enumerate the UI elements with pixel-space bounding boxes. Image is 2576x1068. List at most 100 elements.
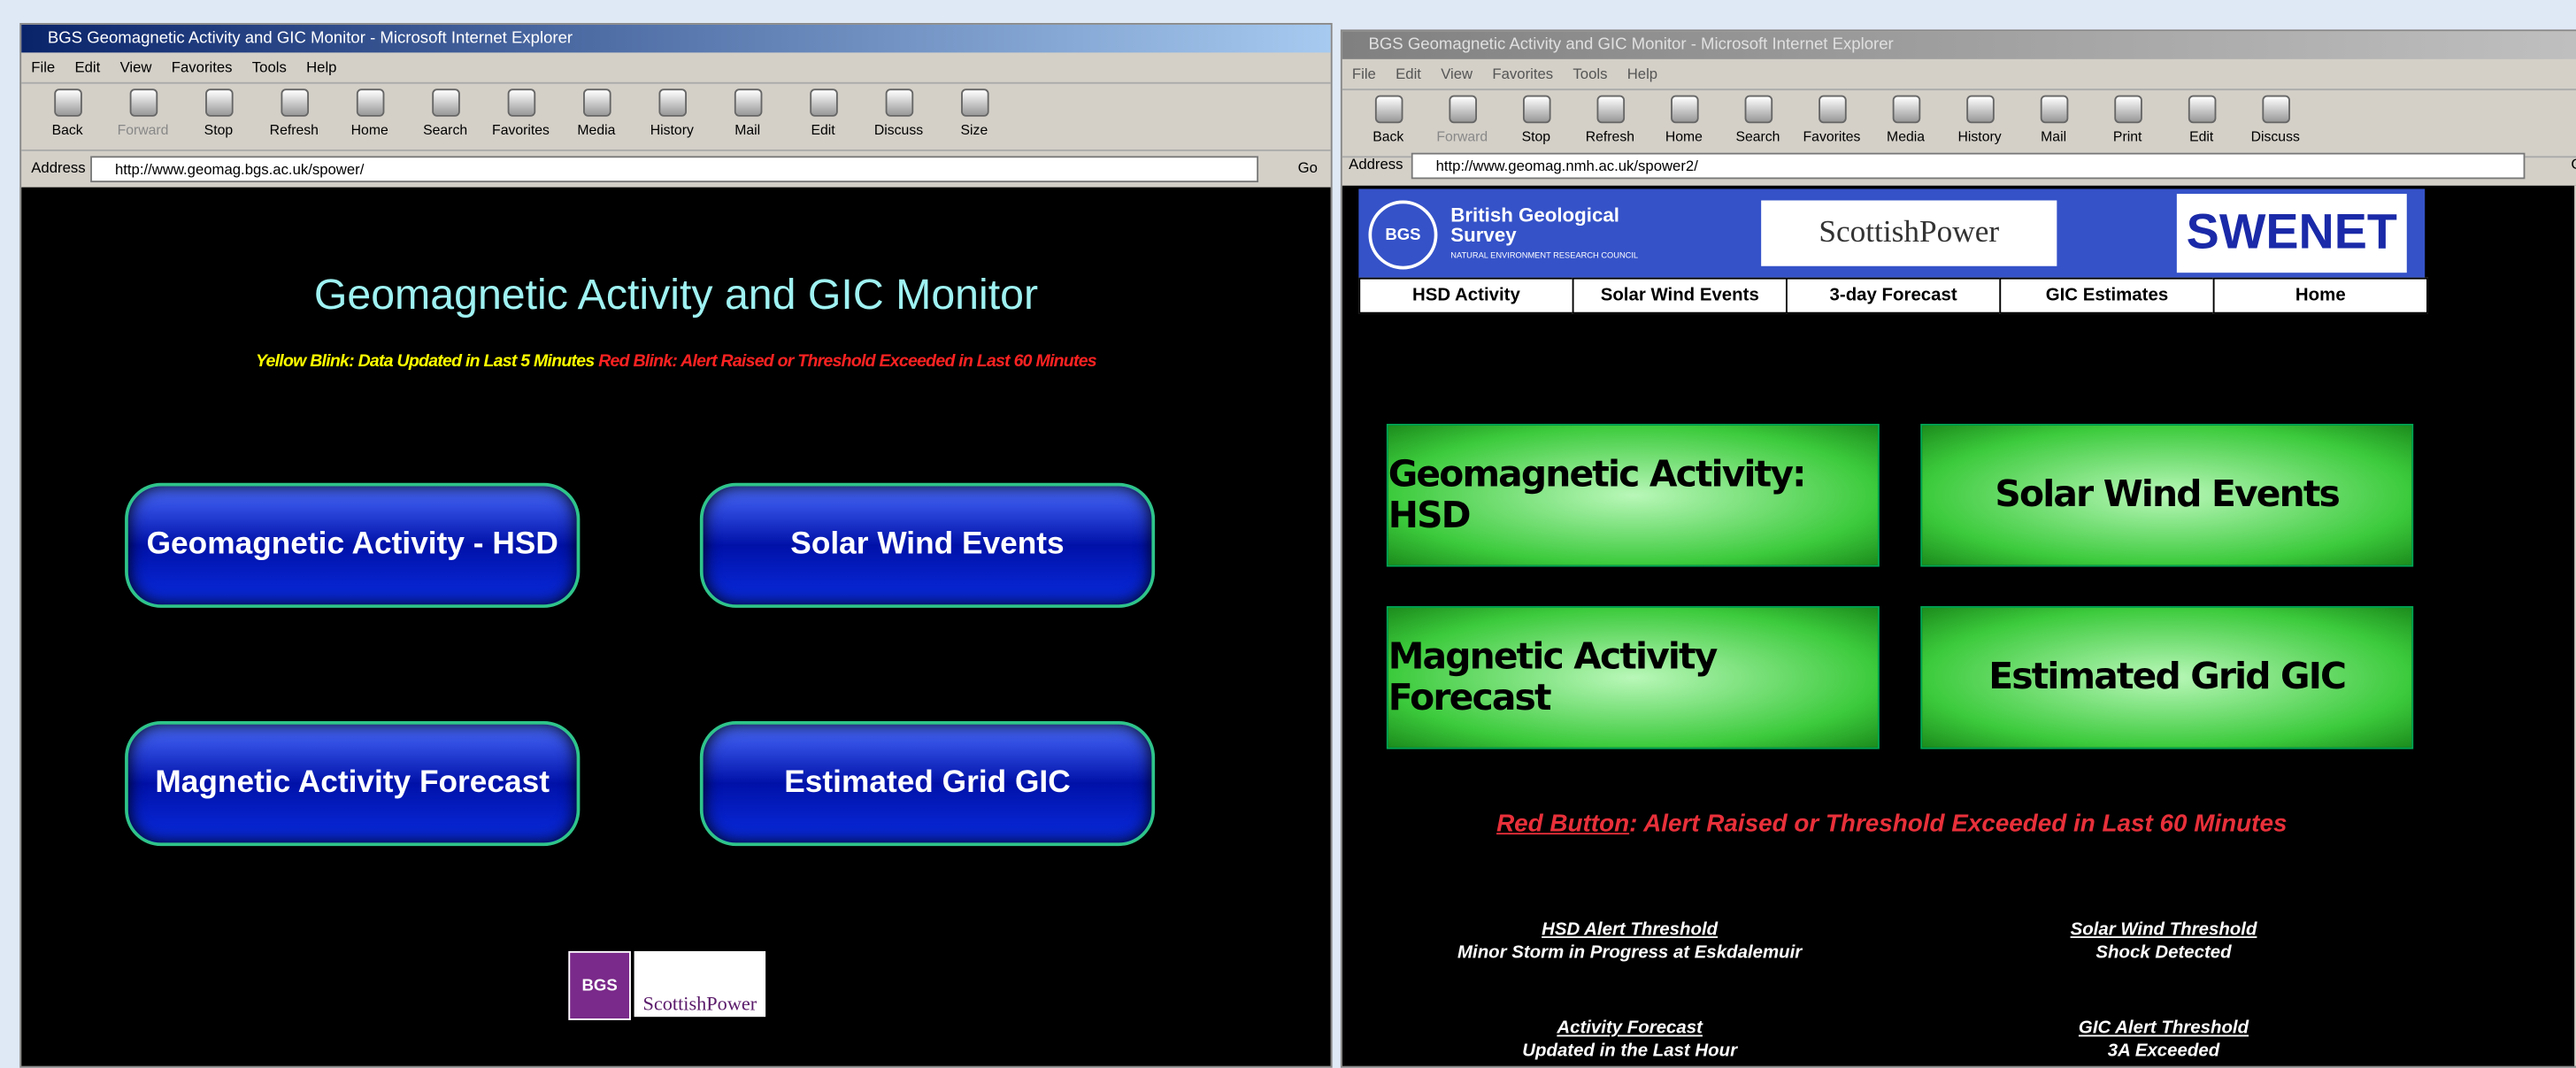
- icon: [506, 88, 535, 117]
- toolbar-button[interactable]: Discuss: [2242, 95, 2308, 145]
- menu-item[interactable]: File: [1351, 65, 1376, 82]
- toolbar-label: Forward: [117, 121, 169, 138]
- nav-button[interactable]: Estimated Grid GIC: [699, 721, 1156, 847]
- icon: [2039, 95, 2068, 124]
- toolbar-label: Back: [1373, 127, 1404, 145]
- menu-item[interactable]: Help: [1626, 65, 1658, 82]
- toolbar-button[interactable]: Favorites: [1799, 95, 1865, 144]
- scrollbar[interactable]: [2574, 185, 2576, 1066]
- toolbar-button[interactable]: Stop: [186, 88, 251, 138]
- nav-button[interactable]: Solar Wind Events: [699, 482, 1156, 608]
- toolbar: Back Forward Stop Refresh Home Search Favorite…: [21, 84, 1331, 151]
- toolbar-label: History: [650, 121, 694, 138]
- icon: [355, 88, 384, 117]
- toolbar-button[interactable]: Home: [1651, 95, 1717, 145]
- toolbar-button[interactable]: Forward: [1429, 95, 1495, 145]
- toolbar-button[interactable]: Edit: [2169, 95, 2234, 144]
- nav-tab[interactable]: 3-day Forecast: [1786, 277, 2002, 314]
- threshold-detail: 3A Exceeded: [2107, 1041, 2220, 1062]
- toolbar-button[interactable]: Refresh: [1577, 95, 1642, 144]
- toolbar-button[interactable]: Home: [337, 88, 403, 138]
- icon: [2261, 95, 2290, 124]
- nav-tab[interactable]: HSD Activity: [1358, 277, 1574, 314]
- icon: [1522, 95, 1550, 124]
- menu-item[interactable]: Favorites: [1492, 65, 1554, 82]
- icon: [884, 88, 913, 117]
- threshold-detail: Updated in the Last Hour: [1522, 1041, 1738, 1062]
- toolbar-button[interactable]: Back: [1356, 95, 1421, 145]
- address-label: Address: [31, 159, 86, 176]
- icon: [733, 88, 762, 117]
- address-label: Address: [1349, 156, 1403, 173]
- notice-yellow: Yellow Blink: Data Updated in Last 5 Min…: [255, 351, 595, 372]
- toolbar-button[interactable]: Stop: [1503, 95, 1569, 144]
- toolbar-label: Discuss: [873, 121, 924, 138]
- threshold-detail: Minor Storm in Progress at Eskdalemuir: [1457, 942, 1803, 963]
- nav-button[interactable]: Geomagnetic Activity: HSD: [1386, 423, 1880, 567]
- toolbar-button[interactable]: Mail: [2020, 95, 2086, 145]
- toolbar-button[interactable]: History: [639, 88, 704, 138]
- menu-item[interactable]: View: [119, 58, 152, 76]
- menu-item[interactable]: Help: [306, 58, 337, 76]
- title-bar: BGS Geomagnetic Activity and GIC Monitor…: [1342, 31, 2576, 59]
- nav-tab[interactable]: Solar Wind Events: [1572, 277, 1788, 314]
- heading: Geomagnetic Activity and GIC Monitor: [313, 269, 1039, 319]
- icon: [582, 88, 611, 117]
- nav-button[interactable]: Solar Wind Events: [1920, 423, 2414, 567]
- toolbar-button[interactable]: Forward: [110, 88, 175, 138]
- toolbar-label: Forward: [1436, 127, 1488, 145]
- toolbar-button[interactable]: Media: [1872, 95, 1938, 144]
- threshold-title[interactable]: HSD Alert Threshold: [1542, 919, 1719, 940]
- nav-button[interactable]: Magnetic Activity Forecast: [125, 721, 581, 847]
- toolbar: Back Forward Stop Refresh Home Search Favorite…: [1342, 90, 2576, 158]
- threshold-title[interactable]: GIC Alert Threshold: [2078, 1018, 2249, 1039]
- toolbar-button[interactable]: Discuss: [865, 88, 931, 138]
- menu-item[interactable]: File: [31, 58, 56, 76]
- threshold-title[interactable]: Solar Wind Threshold: [2070, 919, 2257, 940]
- threshold-title[interactable]: Activity Forecast: [1557, 1018, 1703, 1039]
- toolbar-button[interactable]: Print: [2095, 95, 2160, 144]
- url[interactable]: http://www.geomag.bgs.ac.uk/spower/: [90, 156, 1259, 183]
- nav-tab[interactable]: GIC Estimates: [1999, 277, 2215, 314]
- menu-item[interactable]: Tools: [251, 58, 287, 76]
- nav-button[interactable]: Magnetic Activity Forecast: [1386, 606, 1880, 749]
- threshold: Solar Wind Threshold Shock Detected: [1918, 918, 2411, 964]
- browser-window: BGS Geomagnetic Activity and GIC Monitor…: [19, 22, 1333, 1068]
- go-button[interactable]: Go: [2571, 150, 2576, 181]
- alert-link[interactable]: Red Button: [1496, 810, 1630, 838]
- scottishpower-logo: ScottishPower: [634, 950, 766, 1018]
- menu-item[interactable]: View: [1441, 65, 1473, 82]
- bgs-logo: BGS: [1368, 200, 1438, 270]
- toolbar-label: Size: [960, 121, 988, 138]
- toolbar-button[interactable]: Search: [1725, 95, 1790, 144]
- menu-item[interactable]: Edit: [1396, 65, 1421, 82]
- toolbar-label: Mail: [2041, 127, 2067, 145]
- toolbar-button[interactable]: Edit: [790, 88, 856, 138]
- nav-button[interactable]: Geomagnetic Activity - HSD: [125, 482, 581, 608]
- go-button[interactable]: Go: [1297, 159, 1318, 176]
- url[interactable]: http://www.geomag.nmh.ac.uk/spower2/: [1411, 152, 2526, 180]
- toolbar-button[interactable]: Refresh: [261, 88, 327, 138]
- toolbar-button[interactable]: Size: [942, 88, 1007, 138]
- nav-button[interactable]: Estimated Grid GIC: [1920, 606, 2414, 749]
- scottishpower-logo: ScottishPower: [1761, 200, 2057, 266]
- toolbar-label: Discuss: [2250, 127, 2300, 145]
- menu-item[interactable]: Edit: [74, 58, 101, 76]
- nav-tab[interactable]: Home: [2212, 277, 2428, 314]
- icon: [280, 88, 309, 117]
- toolbar-button[interactable]: Search: [412, 88, 478, 138]
- menu-item[interactable]: Favorites: [171, 58, 233, 76]
- toolbar-label: Home: [1665, 127, 1703, 145]
- toolbar-label: Media: [577, 121, 616, 138]
- toolbar-button[interactable]: Back: [35, 88, 100, 138]
- toolbar-button[interactable]: Media: [564, 88, 629, 138]
- icon: [809, 88, 837, 117]
- bgs-name: British Geological Survey: [1450, 204, 1619, 247]
- icon: [1373, 95, 1403, 124]
- toolbar-button[interactable]: History: [1947, 95, 2012, 144]
- toolbar-label: Mail: [734, 121, 761, 138]
- menu-item[interactable]: Tools: [1573, 65, 1608, 82]
- toolbar-button[interactable]: Mail: [715, 88, 780, 138]
- toolbar-button[interactable]: Favorites: [488, 88, 553, 138]
